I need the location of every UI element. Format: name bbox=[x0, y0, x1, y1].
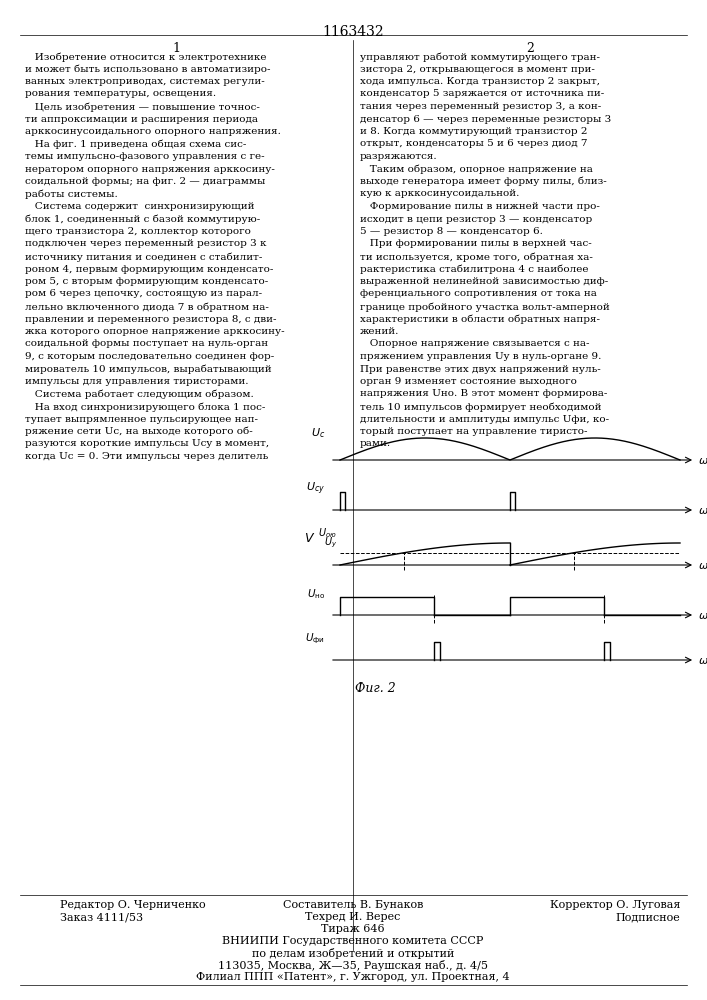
Text: длительности и амплитуды импульс Uфи, ко-: длительности и амплитуды импульс Uфи, ко… bbox=[360, 414, 609, 424]
Text: жка которого опорное напряжение арккосину-: жка которого опорное напряжение арккосин… bbox=[25, 327, 285, 336]
Text: роном 4, первым формирующим конденсато-: роном 4, первым формирующим конденсато- bbox=[25, 264, 274, 273]
Text: $U_{\text{фи}}$: $U_{\text{фи}}$ bbox=[305, 632, 325, 646]
Text: 9, с которым последовательно соединен фор-: 9, с которым последовательно соединен фо… bbox=[25, 352, 274, 361]
Text: ВНИИПИ Государственного комитета СССР: ВНИИПИ Государственного комитета СССР bbox=[222, 936, 484, 946]
Text: Тираж 646: Тираж 646 bbox=[321, 924, 385, 934]
Text: рования температуры, освещения.: рования температуры, освещения. bbox=[25, 90, 216, 99]
Text: источнику питания и соединен с стабилит-: источнику питания и соединен с стабилит- bbox=[25, 252, 262, 261]
Text: тания через переменный резистор 3, а кон-: тания через переменный резистор 3, а кон… bbox=[360, 102, 601, 111]
Text: границе пробойного участка вольт-амперной: границе пробойного участка вольт-амперно… bbox=[360, 302, 609, 312]
Text: импульсы для управления тиристорами.: импульсы для управления тиристорами. bbox=[25, 377, 248, 386]
Text: Составитель В. Бунаков: Составитель В. Бунаков bbox=[283, 900, 423, 910]
Text: $U_c$: $U_c$ bbox=[310, 426, 325, 440]
Text: исходит в цепи резистор 3 — конденсатор: исходит в цепи резистор 3 — конденсатор bbox=[360, 215, 592, 224]
Text: работы системы.: работы системы. bbox=[25, 190, 118, 199]
Text: Корректор О. Луговая: Корректор О. Луговая bbox=[549, 900, 680, 910]
Text: тупает выпрямленное пульсирующее нап-: тупает выпрямленное пульсирующее нап- bbox=[25, 414, 258, 424]
Text: разуются короткие импульсы Ucy в момент,: разуются короткие импульсы Ucy в момент, bbox=[25, 440, 269, 448]
Text: Заказ 4111/53: Заказ 4111/53 bbox=[60, 912, 143, 922]
Text: Система работает следующим образом.: Система работает следующим образом. bbox=[25, 389, 254, 399]
Text: и 8. Когда коммутирующий транзистор 2: и 8. Когда коммутирующий транзистор 2 bbox=[360, 127, 588, 136]
Text: темы импульсно-фазового управления с ге-: темы импульсно-фазового управления с ге- bbox=[25, 152, 264, 161]
Text: $\omega t$: $\omega t$ bbox=[698, 504, 707, 516]
Text: подключен через переменный резистор 3 к: подключен через переменный резистор 3 к bbox=[25, 239, 267, 248]
Text: $U_y$: $U_y$ bbox=[324, 536, 337, 550]
Text: соидальной формы; на фиг. 2 — диаграммы: соидальной формы; на фиг. 2 — диаграммы bbox=[25, 177, 265, 186]
Text: пряжением управления Uy в нуль-органе 9.: пряжением управления Uy в нуль-органе 9. bbox=[360, 352, 602, 361]
Text: выраженной нелинейной зависимостью диф-: выраженной нелинейной зависимостью диф- bbox=[360, 277, 608, 286]
Text: $U_{cy}$: $U_{cy}$ bbox=[306, 481, 325, 497]
Text: лельно включенного диода 7 в обратном на-: лельно включенного диода 7 в обратном на… bbox=[25, 302, 269, 312]
Text: 1163432: 1163432 bbox=[322, 25, 384, 39]
Text: щего транзистора 2, коллектор которого: щего транзистора 2, коллектор которого bbox=[25, 227, 251, 236]
Text: конденсатор 5 заряжается от источника пи-: конденсатор 5 заряжается от источника пи… bbox=[360, 90, 604, 99]
Text: и может быть использовано в автоматизиро-: и может быть использовано в автоматизиро… bbox=[25, 64, 271, 74]
Text: 1: 1 bbox=[172, 42, 180, 55]
Text: Изобретение относится к электротехнике: Изобретение относится к электротехнике bbox=[25, 52, 267, 62]
Text: $U_{oю}$: $U_{oю}$ bbox=[318, 526, 337, 540]
Text: При формировании пилы в верхней час-: При формировании пилы в верхней час- bbox=[360, 239, 592, 248]
Text: $\omega t$: $\omega t$ bbox=[698, 609, 707, 621]
Text: ром 5, с вторым формирующим конденсато-: ром 5, с вторым формирующим конденсато- bbox=[25, 277, 268, 286]
Text: торый поступает на управление тиристо-: торый поступает на управление тиристо- bbox=[360, 427, 588, 436]
Text: $V$: $V$ bbox=[304, 532, 315, 544]
Text: $U_{\text{но}}$: $U_{\text{но}}$ bbox=[307, 587, 325, 601]
Text: денсатор 6 — через переменные резисторы 3: денсатор 6 — через переменные резисторы … bbox=[360, 114, 612, 123]
Text: ряжение сети Uc, на выходе которого об-: ряжение сети Uc, на выходе которого об- bbox=[25, 427, 252, 436]
Text: Подписное: Подписное bbox=[615, 912, 680, 922]
Text: 2: 2 bbox=[526, 42, 534, 55]
Text: $\omega t$: $\omega t$ bbox=[698, 454, 707, 466]
Text: Формирование пилы в нижней части про-: Формирование пилы в нижней части про- bbox=[360, 202, 600, 211]
Text: Система содержит  синхронизирующий: Система содержит синхронизирующий bbox=[25, 202, 255, 211]
Text: управляют работой коммутирующего тран-: управляют работой коммутирующего тран- bbox=[360, 52, 600, 62]
Text: характеристики в области обратных напря-: характеристики в области обратных напря- bbox=[360, 314, 600, 324]
Text: по делам изобретений и открытий: по делам изобретений и открытий bbox=[252, 948, 454, 959]
Text: $\omega t$: $\omega t$ bbox=[698, 654, 707, 666]
Text: Опорное напряжение связывается с на-: Опорное напряжение связывается с на- bbox=[360, 340, 590, 349]
Text: 5 — резистор 8 — конденсатор 6.: 5 — резистор 8 — конденсатор 6. bbox=[360, 227, 543, 236]
Text: хода импульса. Когда транзистор 2 закрыт,: хода импульса. Когда транзистор 2 закрыт… bbox=[360, 77, 600, 86]
Text: $\omega t$: $\omega t$ bbox=[698, 559, 707, 571]
Text: арккосинусоидального опорного напряжения.: арккосинусоидального опорного напряжения… bbox=[25, 127, 281, 136]
Text: Филиал ППП «Патент», г. Ужгород, ул. Проектная, 4: Филиал ППП «Патент», г. Ужгород, ул. Про… bbox=[196, 972, 510, 982]
Text: разряжаются.: разряжаются. bbox=[360, 152, 438, 161]
Text: Фиг. 2: Фиг. 2 bbox=[355, 682, 396, 695]
Text: ти аппроксимации и расширения периода: ти аппроксимации и расширения периода bbox=[25, 114, 258, 123]
Text: ванных электроприводах, системах регули-: ванных электроприводах, системах регули- bbox=[25, 77, 264, 86]
Text: жений.: жений. bbox=[360, 327, 399, 336]
Text: блок 1, соединенный с базой коммутирую-: блок 1, соединенный с базой коммутирую- bbox=[25, 215, 260, 224]
Text: мирователь 10 импульсов, вырабатывающий: мирователь 10 импульсов, вырабатывающий bbox=[25, 364, 271, 374]
Text: При равенстве этих двух напряжений нуль-: При равенстве этих двух напряжений нуль- bbox=[360, 364, 601, 373]
Text: тель 10 импульсов формирует необходимой: тель 10 импульсов формирует необходимой bbox=[360, 402, 602, 412]
Text: орган 9 изменяет состояние выходного: орган 9 изменяет состояние выходного bbox=[360, 377, 577, 386]
Text: ференциального сопротивления от тока на: ференциального сопротивления от тока на bbox=[360, 290, 597, 298]
Text: нератором опорного напряжения арккосину-: нератором опорного напряжения арккосину- bbox=[25, 164, 275, 174]
Text: правлении и переменного резистора 8, с дви-: правлении и переменного резистора 8, с д… bbox=[25, 314, 276, 324]
Text: рактеристика стабилитрона 4 с наиболее: рактеристика стабилитрона 4 с наиболее bbox=[360, 264, 588, 274]
Text: кую к арккосинусоидальной.: кую к арккосинусоидальной. bbox=[360, 190, 520, 198]
Text: Техред И. Верес: Техред И. Верес bbox=[305, 912, 401, 922]
Text: напряжения Uно. В этот момент формирова-: напряжения Uно. В этот момент формирова- bbox=[360, 389, 607, 398]
Text: 113035, Москва, Ж—35, Раушская наб., д. 4/5: 113035, Москва, Ж—35, Раушская наб., д. … bbox=[218, 960, 488, 971]
Text: На вход синхронизирующего блока 1 пос-: На вход синхронизирующего блока 1 пос- bbox=[25, 402, 265, 412]
Text: Таким образом, опорное напряжение на: Таким образом, опорное напряжение на bbox=[360, 164, 593, 174]
Text: Цель изобретения — повышение точнос-: Цель изобретения — повышение точнос- bbox=[25, 102, 260, 111]
Text: выходе генератора имеет форму пилы, близ-: выходе генератора имеет форму пилы, близ… bbox=[360, 177, 607, 186]
Text: открыт, конденсаторы 5 и 6 через диод 7: открыт, конденсаторы 5 и 6 через диод 7 bbox=[360, 139, 588, 148]
Text: Редактор О. Черниченко: Редактор О. Черниченко bbox=[60, 900, 206, 910]
Text: На фиг. 1 приведена общая схема сис-: На фиг. 1 приведена общая схема сис- bbox=[25, 139, 246, 149]
Text: рами.: рами. bbox=[360, 440, 391, 448]
Text: когда Uc = 0. Эти импульсы через делитель: когда Uc = 0. Эти импульсы через делител… bbox=[25, 452, 268, 461]
Text: зистора 2, открывающегося в момент при-: зистора 2, открывающегося в момент при- bbox=[360, 64, 595, 74]
Text: ти используется, кроме того, обратная ха-: ти используется, кроме того, обратная ха… bbox=[360, 252, 593, 261]
Text: соидальной формы поступает на нуль-орган: соидальной формы поступает на нуль-орган bbox=[25, 340, 268, 349]
Text: ром 6 через цепочку, состоящую из парал-: ром 6 через цепочку, состоящую из парал- bbox=[25, 290, 262, 298]
